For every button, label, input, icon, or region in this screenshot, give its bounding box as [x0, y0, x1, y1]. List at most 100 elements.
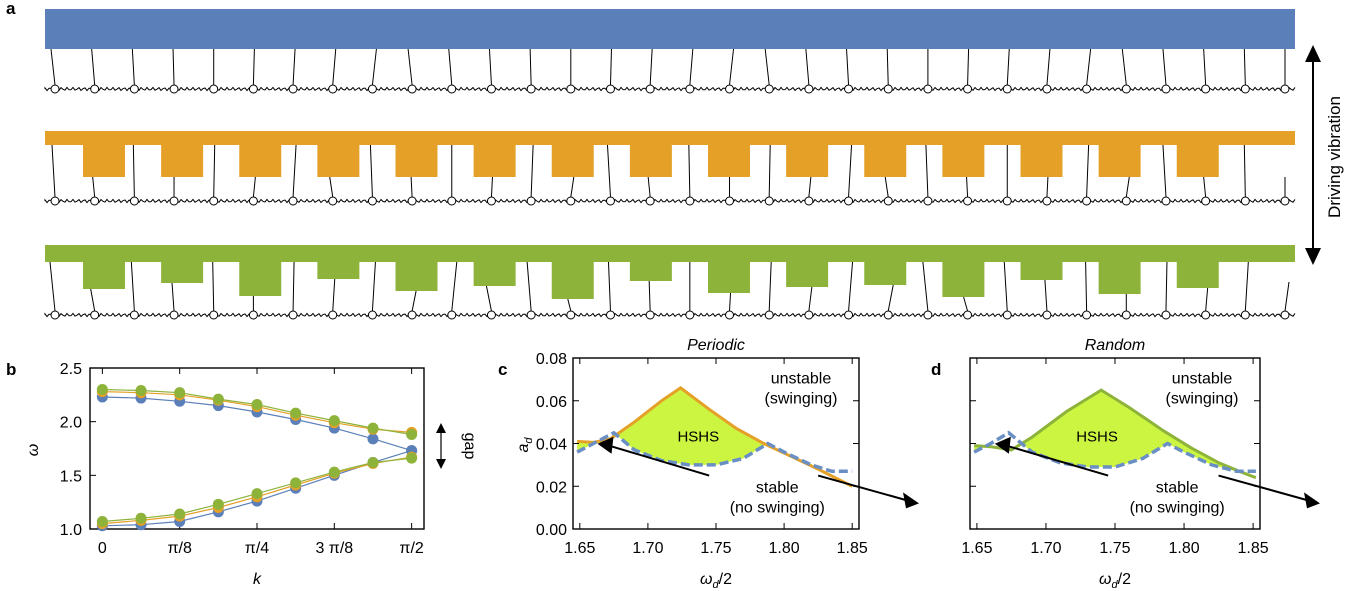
- panel-d: 1.65 1.70 1.75 1.80 1.85 Random ωd/2 HSHS unstab…: [961, 337, 1320, 591]
- strip-tooth: [942, 261, 985, 297]
- pendulum-rod: [764, 48, 770, 86]
- pendulum-bob: [883, 196, 893, 206]
- spring-chain: [44, 198, 1296, 204]
- arrow-right: [1218, 474, 1309, 502]
- strip-tooth: [1020, 261, 1063, 280]
- pendulum-bob: [1082, 310, 1092, 320]
- pendulum-rod: [132, 144, 135, 198]
- pendulum-rod: [1046, 176, 1049, 198]
- strip-tooth: [864, 261, 907, 285]
- gap-arrow-head-up: [436, 423, 446, 433]
- hshs-label: HSHS: [677, 428, 719, 445]
- pendulum-rod: [371, 48, 377, 86]
- y-tick-label: 0.08: [536, 351, 567, 368]
- panel-title: Random: [1085, 337, 1145, 354]
- pendulum-bob: [804, 84, 814, 94]
- x-tick-label: π/8: [167, 540, 191, 557]
- pendulum-bob: [169, 310, 179, 320]
- y-axis-label: ad: [515, 437, 535, 453]
- pendulum-rod: [848, 144, 853, 198]
- pendulum-bob: [1082, 84, 1092, 94]
- pendulum-rod: [1044, 279, 1048, 312]
- dispersion-point: [251, 398, 263, 410]
- strip-uniform: [45, 9, 1295, 49]
- pendulum-bob: [883, 84, 893, 94]
- strip-tooth: [1176, 144, 1219, 177]
- strip-tooth: [942, 144, 985, 177]
- pendulum-bob: [367, 196, 377, 206]
- pendulum-rod: [131, 48, 135, 86]
- pendulum-rod: [846, 48, 850, 86]
- pendulum-bob: [1082, 196, 1092, 206]
- pendulum-rod: [49, 261, 56, 312]
- pendulum-rod: [805, 48, 810, 86]
- pendulum-rod: [91, 48, 96, 86]
- pendulum-bob: [844, 196, 854, 206]
- strip-tooth: [708, 144, 750, 177]
- pendulum-bob: [1121, 84, 1131, 94]
- x-tick-label: 1.65: [961, 540, 992, 557]
- pendulum-rod: [1046, 48, 1051, 86]
- pendulum-bob: [328, 196, 338, 206]
- stable-sublabel: (no swinging): [1130, 500, 1225, 517]
- y-tick-label: 1.0: [60, 522, 82, 539]
- strip-tooth: [473, 261, 516, 286]
- panel-label-b: b: [6, 360, 16, 379]
- pendulum-rod: [1086, 48, 1092, 86]
- pendulum-bob: [804, 310, 814, 320]
- pendulum-bob: [566, 310, 576, 320]
- pendulum-bob: [209, 196, 219, 206]
- x-tick-label: π/2: [399, 540, 423, 557]
- pendulum-bob: [367, 310, 377, 320]
- pendulum-rod: [1162, 48, 1167, 86]
- dispersion-point: [328, 466, 340, 478]
- pendulum-bob: [50, 84, 60, 94]
- spring-chain: [44, 312, 1296, 318]
- strip-tooth: [1176, 261, 1219, 288]
- pendulum-rod: [808, 176, 812, 198]
- pendulum-bob: [209, 310, 219, 320]
- panel-a: Driving vibration: [44, 9, 1344, 320]
- pendulum-bob: [407, 310, 417, 320]
- pendulum-rod: [1243, 144, 1246, 198]
- pendulum-bob: [764, 84, 774, 94]
- pendulum-bob: [605, 196, 615, 206]
- pendulum-bob: [90, 310, 100, 320]
- dispersion-point: [212, 498, 224, 510]
- pendulum-rod: [490, 176, 493, 198]
- dispersion-point: [328, 415, 340, 427]
- pendulum-rod: [292, 261, 295, 312]
- stable-sublabel: (no swinging): [730, 500, 825, 517]
- pendulum-bob: [1240, 84, 1250, 94]
- pendulum-bob: [1201, 84, 1211, 94]
- pendulum-bob: [566, 196, 576, 206]
- pendulum-bob: [605, 310, 615, 320]
- strip-tooth: [551, 144, 594, 177]
- arrow-left: [609, 444, 710, 477]
- x-tick-label: 1.70: [632, 540, 663, 557]
- pendulum-rod: [448, 48, 453, 86]
- pendulum-rod: [606, 144, 611, 198]
- y-tick-label: 0.06: [536, 394, 567, 411]
- pendulum-bob: [1280, 310, 1290, 320]
- dispersion-point: [174, 508, 186, 520]
- pendulum-bob: [1201, 196, 1211, 206]
- x-tick-label: 1.80: [1168, 540, 1199, 557]
- pendulum-rod: [90, 288, 96, 312]
- dispersion-point: [406, 452, 418, 464]
- stable-label: stable: [756, 480, 799, 497]
- strip-random: [45, 245, 1295, 262]
- pendulum-bob: [645, 310, 655, 320]
- arrow-right: [817, 474, 908, 502]
- strip-tooth: [239, 261, 282, 296]
- pendulum-rod: [884, 176, 889, 198]
- dispersion-point: [96, 515, 108, 527]
- pendulum-rod: [922, 261, 929, 312]
- pendulum-rod: [967, 48, 970, 86]
- dispersion-point: [367, 433, 379, 445]
- pendulum-rod: [607, 261, 611, 312]
- pendulum-rod: [410, 176, 413, 198]
- dispersion-point: [367, 422, 379, 434]
- pendulum-rod: [529, 48, 532, 86]
- dispersion-point: [135, 512, 147, 524]
